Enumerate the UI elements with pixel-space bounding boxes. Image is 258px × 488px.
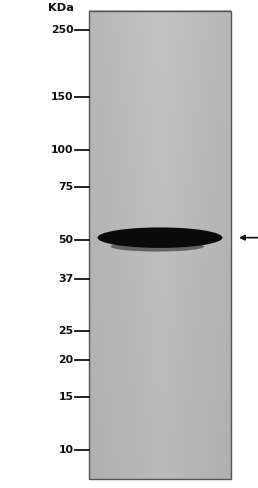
Text: 150: 150 xyxy=(51,92,74,102)
Bar xyxy=(89,11,231,479)
Text: 100: 100 xyxy=(51,144,74,155)
Ellipse shape xyxy=(110,242,204,252)
Text: 25: 25 xyxy=(58,325,74,336)
Text: 15: 15 xyxy=(59,392,74,402)
Text: KDa: KDa xyxy=(47,3,74,13)
Text: 10: 10 xyxy=(59,445,74,455)
Ellipse shape xyxy=(98,227,222,248)
Text: 37: 37 xyxy=(58,274,74,285)
Text: 250: 250 xyxy=(51,25,74,35)
Text: 75: 75 xyxy=(58,182,74,192)
Text: 50: 50 xyxy=(59,235,74,245)
Text: 20: 20 xyxy=(58,355,74,365)
